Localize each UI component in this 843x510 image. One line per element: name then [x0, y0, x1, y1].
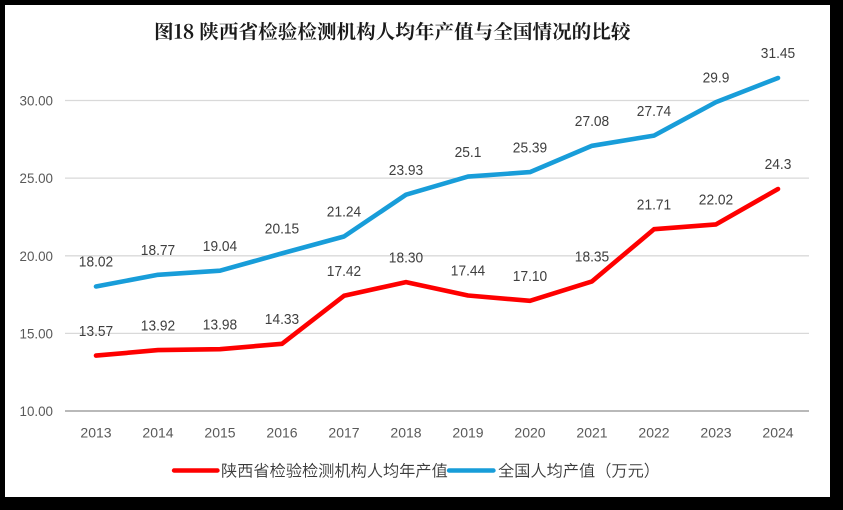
- svg-text:30.00: 30.00: [20, 93, 54, 109]
- svg-text:2014: 2014: [142, 424, 173, 440]
- svg-text:27.74: 27.74: [637, 103, 671, 120]
- svg-text:29.9: 29.9: [703, 69, 730, 86]
- svg-text:2016: 2016: [266, 424, 297, 440]
- svg-text:27.08: 27.08: [575, 113, 609, 130]
- svg-text:24.3: 24.3: [765, 156, 792, 173]
- svg-text:25.00: 25.00: [20, 170, 54, 186]
- svg-text:2023: 2023: [700, 424, 731, 440]
- svg-text:17.44: 17.44: [451, 263, 485, 280]
- svg-text:21.24: 21.24: [327, 204, 361, 221]
- svg-text:20.00: 20.00: [20, 248, 54, 264]
- svg-text:19.04: 19.04: [203, 238, 237, 255]
- svg-text:25.1: 25.1: [455, 144, 482, 161]
- svg-text:2017: 2017: [328, 424, 359, 440]
- svg-text:2018: 2018: [390, 424, 421, 440]
- svg-text:14.33: 14.33: [265, 311, 299, 328]
- svg-text:2022: 2022: [638, 424, 669, 440]
- svg-text:2013: 2013: [80, 424, 111, 440]
- svg-text:2020: 2020: [514, 424, 545, 440]
- svg-text:18.35: 18.35: [575, 249, 609, 266]
- svg-text:13.98: 13.98: [203, 316, 237, 333]
- svg-text:20.15: 20.15: [265, 221, 299, 238]
- svg-text:31.45: 31.45: [761, 45, 795, 62]
- svg-text:15.00: 15.00: [20, 326, 54, 342]
- svg-text:10.00: 10.00: [20, 403, 54, 419]
- svg-text:17.10: 17.10: [513, 268, 547, 285]
- svg-text:2021: 2021: [576, 424, 607, 440]
- svg-text:25.39: 25.39: [513, 139, 547, 156]
- svg-text:13.92: 13.92: [141, 317, 175, 334]
- svg-text:22.02: 22.02: [699, 192, 733, 209]
- svg-text:2015: 2015: [204, 424, 235, 440]
- svg-text:18.02: 18.02: [79, 254, 113, 271]
- svg-text:18.30: 18.30: [389, 249, 423, 266]
- svg-text:2019: 2019: [452, 424, 483, 440]
- svg-text:2024: 2024: [762, 424, 793, 440]
- svg-text:13.57: 13.57: [79, 323, 113, 340]
- svg-text:23.93: 23.93: [389, 162, 423, 179]
- svg-text:21.71: 21.71: [637, 196, 671, 213]
- svg-text:17.42: 17.42: [327, 263, 361, 280]
- svg-text:18.77: 18.77: [141, 242, 175, 259]
